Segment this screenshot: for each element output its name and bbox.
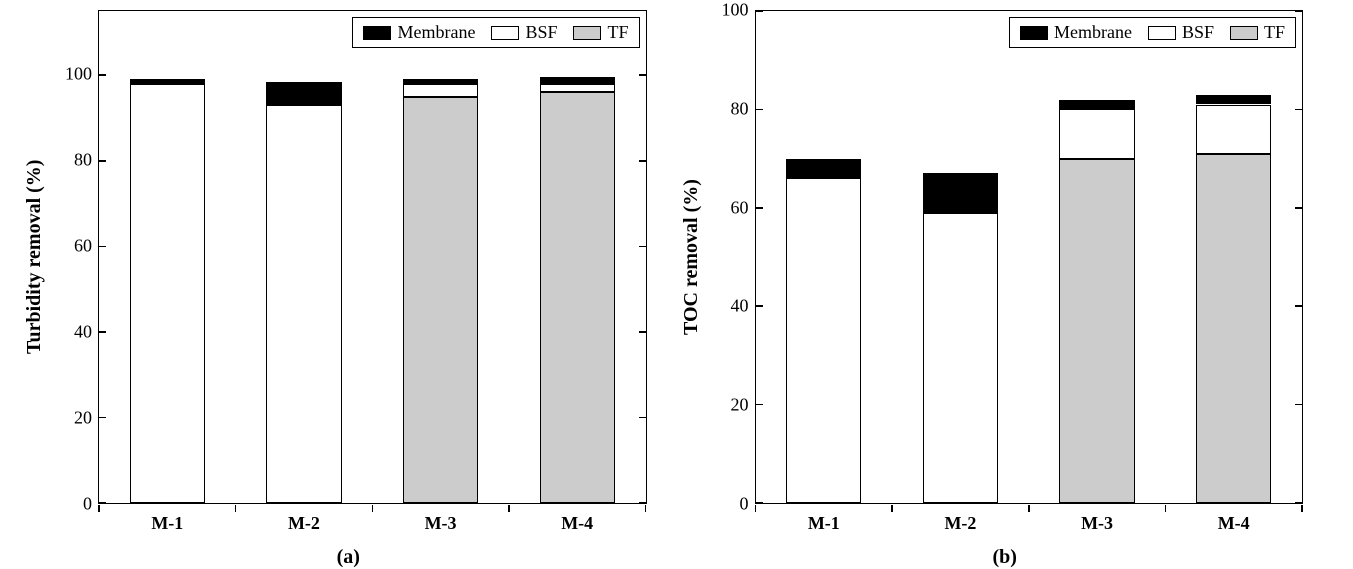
bar-seg-membrane [1059, 100, 1134, 110]
bar-M-4 [540, 11, 615, 503]
panel-b-ylabel: TOC removal (%) [677, 10, 705, 504]
ytick-label: 100 [722, 0, 749, 21]
legend-swatch-bsf [491, 26, 519, 40]
legend-entry-membrane: Membrane [363, 22, 475, 43]
ytick-label: 20 [731, 395, 749, 416]
xtick-label: M-4 [561, 513, 593, 534]
panel-b-plot: Membrane BSF TF M-1M-2M-3M-4 [755, 10, 1304, 504]
bar-seg-membrane [1196, 95, 1271, 105]
ytick-label: 80 [74, 150, 92, 171]
ytick-label: 60 [731, 197, 749, 218]
xtick-label: M-3 [1081, 513, 1113, 534]
bar-seg-tf [403, 97, 478, 503]
panel-a-caption: (a) [20, 546, 677, 569]
xtick-label: M-1 [808, 513, 840, 534]
xtick-label: M-2 [288, 513, 320, 534]
legend-swatch-tf [1230, 26, 1258, 40]
bar-seg-membrane [786, 159, 861, 179]
panel-a-yticks: 020406080100 [48, 10, 98, 504]
legend-entry-bsf: BSF [1148, 22, 1214, 43]
ytick-label: 60 [74, 236, 92, 257]
legend-label-membrane: Membrane [1054, 22, 1132, 43]
figure-root: Turbidity removal (%) 0 20 40 60 80 100 Membr… [0, 0, 1353, 569]
bar-M-4 [1196, 11, 1271, 503]
bar-seg-bsf [540, 84, 615, 93]
panel-b: TOC removal (%) 020406080100 Membrane BS… [677, 10, 1334, 569]
ytick-label: 40 [731, 296, 749, 317]
bar-M-1 [786, 11, 861, 503]
bar-M-3 [403, 11, 478, 503]
panel-b-yticks: 020406080100 [705, 10, 755, 504]
legend-label-membrane: Membrane [397, 22, 475, 43]
bar-seg-bsf [266, 105, 341, 503]
panel-a: Turbidity removal (%) 0 20 40 60 80 100 Membr… [20, 10, 677, 569]
legend-entry-tf: TF [573, 22, 628, 43]
panel-b-legend: Membrane BSF TF [1009, 17, 1296, 48]
xtick-label: M-3 [425, 513, 457, 534]
bar-seg-tf [540, 92, 615, 503]
legend-swatch-membrane [363, 26, 391, 40]
bar-seg-bsf [786, 178, 861, 503]
bar-seg-membrane [403, 79, 478, 83]
panel-b-caption: (b) [677, 546, 1334, 569]
legend-entry-tf: TF [1230, 22, 1285, 43]
ytick-label: 0 [740, 494, 749, 515]
bar-M-1 [130, 11, 205, 503]
bar-M-3 [1059, 11, 1134, 503]
bar-M-2 [266, 11, 341, 503]
legend-label-tf: TF [1264, 22, 1285, 43]
xtick-label: M-1 [151, 513, 183, 534]
xtick-label: M-2 [944, 513, 976, 534]
ytick-label: 80 [731, 98, 749, 119]
bar-seg-membrane [266, 82, 341, 106]
bar-M-2 [923, 11, 998, 503]
panel-a-ylabel: Turbidity removal (%) [20, 10, 48, 504]
legend-swatch-bsf [1148, 26, 1176, 40]
bar-seg-bsf [1196, 105, 1271, 154]
bar-seg-bsf [1059, 109, 1134, 158]
xtick-label: M-4 [1218, 513, 1250, 534]
ytick-label: 20 [74, 408, 92, 429]
bar-seg-tf [1059, 159, 1134, 503]
ytick-label: 40 [74, 322, 92, 343]
bar-seg-tf [1196, 154, 1271, 503]
bar-seg-membrane [130, 79, 205, 83]
ytick-label: 0 [83, 494, 92, 515]
legend-swatch-membrane [1020, 26, 1048, 40]
legend-label-bsf: BSF [1182, 22, 1214, 43]
bar-seg-bsf [130, 84, 205, 503]
panel-a-legend: Membrane BSF TF [352, 17, 639, 48]
legend-label-tf: TF [607, 22, 628, 43]
legend-swatch-tf [573, 26, 601, 40]
panel-b-plot-wrap: TOC removal (%) 020406080100 Membrane BS… [677, 10, 1334, 504]
ytick-label: 100 [65, 64, 92, 85]
legend-entry-bsf: BSF [491, 22, 557, 43]
legend-entry-membrane: Membrane [1020, 22, 1132, 43]
panel-a-plot-wrap: Turbidity removal (%) 020406080100 Membr… [20, 10, 677, 504]
bar-seg-bsf [403, 84, 478, 97]
bar-seg-membrane [923, 173, 998, 212]
legend-label-bsf: BSF [525, 22, 557, 43]
panel-a-plot: Membrane BSF TF M-1M-2M-3M-4 [98, 10, 647, 504]
bar-seg-membrane [540, 77, 615, 83]
bar-seg-bsf [923, 213, 998, 503]
